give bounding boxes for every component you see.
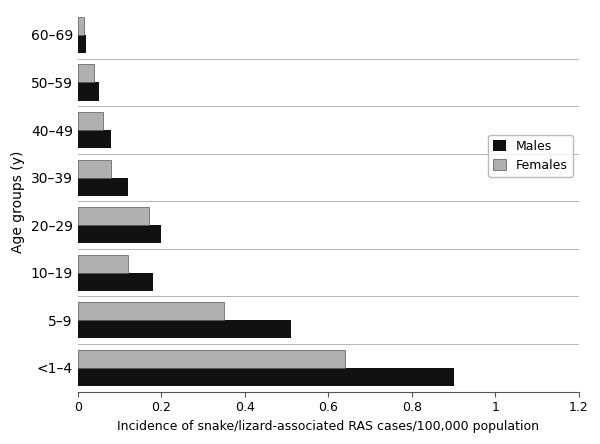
Bar <box>78 17 84 35</box>
Bar <box>78 83 98 100</box>
Bar <box>78 112 103 130</box>
Bar <box>78 350 345 368</box>
Bar <box>78 254 128 273</box>
Bar <box>78 64 94 83</box>
Bar <box>78 207 149 225</box>
Bar <box>78 302 224 320</box>
Bar <box>78 320 291 338</box>
Bar <box>78 178 128 196</box>
X-axis label: Incidence of snake/lizard-associated RAS cases/100,000 population: Incidence of snake/lizard-associated RAS… <box>118 420 539 433</box>
Legend: Males, Females: Males, Females <box>488 135 573 177</box>
Bar <box>78 159 111 178</box>
Bar <box>78 225 161 243</box>
Bar <box>78 368 454 386</box>
Bar <box>78 273 153 291</box>
Bar <box>78 130 111 148</box>
Y-axis label: Age groups (y): Age groups (y) <box>11 150 25 253</box>
Bar <box>78 35 86 53</box>
